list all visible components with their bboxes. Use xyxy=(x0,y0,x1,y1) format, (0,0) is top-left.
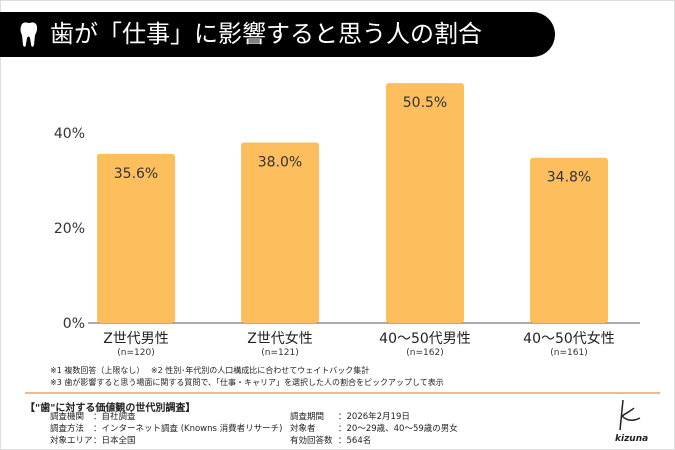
bar-chart: 0% 20% 40% 35.6% Z世代男性(n=120) 38.0% Z世代女性(n=12… xyxy=(54,83,640,358)
survey-label: 有効回答数 xyxy=(290,436,333,446)
bar xyxy=(97,153,175,323)
survey-title: 【"歯"に対する価値観の世代別調査】 xyxy=(25,403,196,414)
category-label: Z世代女性 xyxy=(247,330,313,347)
y-tick-label: 0% xyxy=(63,316,85,332)
bar xyxy=(530,157,608,323)
sample-size-label: (n=120) xyxy=(117,348,154,358)
survey-value: ：20〜29歳、40〜59歳の男女 xyxy=(338,424,458,434)
category-label: Z世代男性 xyxy=(103,331,169,347)
data-label: 38.0% xyxy=(258,155,302,171)
survey-value: ：インターネット調査 (Knowns 消費者リサーチ) xyxy=(93,424,283,434)
y-tick-label: 20% xyxy=(54,221,85,237)
category-label: 40〜50代男性 xyxy=(379,331,471,347)
note-1: ※1 複数回答（上限なし） ※2 性別･年代別の人口構成比に合わせてウェイトバッ… xyxy=(50,366,370,375)
sample-size-label: (n=121) xyxy=(261,348,298,358)
survey-label: 調査期間 xyxy=(290,412,325,422)
survey-label: 調査機関 xyxy=(50,412,85,422)
survey-value: ：日本全国 xyxy=(93,436,136,446)
bar xyxy=(386,83,464,323)
kizuna-logo-text: kizuna xyxy=(615,434,649,444)
kizuna-logo-signature xyxy=(619,399,641,431)
category-label: 40〜50代女性 xyxy=(523,330,615,347)
sample-size-label: (n=161) xyxy=(550,348,587,358)
survey-value: ：564名 xyxy=(338,436,372,446)
divider xyxy=(25,392,660,394)
chart-title: 歯が「仕事」に影響すると思う人の割合 xyxy=(50,20,482,48)
survey-label: 調査方法 xyxy=(50,424,85,434)
note-2: ※3 歯が影響すると思う場面に関する質問で、「仕事・キャリア」を選択した人の割合… xyxy=(50,378,444,387)
bar xyxy=(241,142,319,323)
data-label: 35.6% xyxy=(114,166,158,182)
data-label: 34.8% xyxy=(547,170,591,186)
y-tick-label: 40% xyxy=(54,126,85,142)
survey-value: ：2026年2月19日 xyxy=(338,412,410,422)
survey-value: ：自社調査 xyxy=(93,412,136,422)
sample-size-label: (n=162) xyxy=(406,348,443,358)
survey-label: 対象者 xyxy=(290,424,316,434)
tooth-icon xyxy=(20,22,38,47)
survey-label: 対象エリア xyxy=(50,436,93,446)
data-label: 50.5% xyxy=(403,95,447,111)
title-banner: 歯が「仕事」に影響すると思う人の割合 xyxy=(0,12,555,57)
